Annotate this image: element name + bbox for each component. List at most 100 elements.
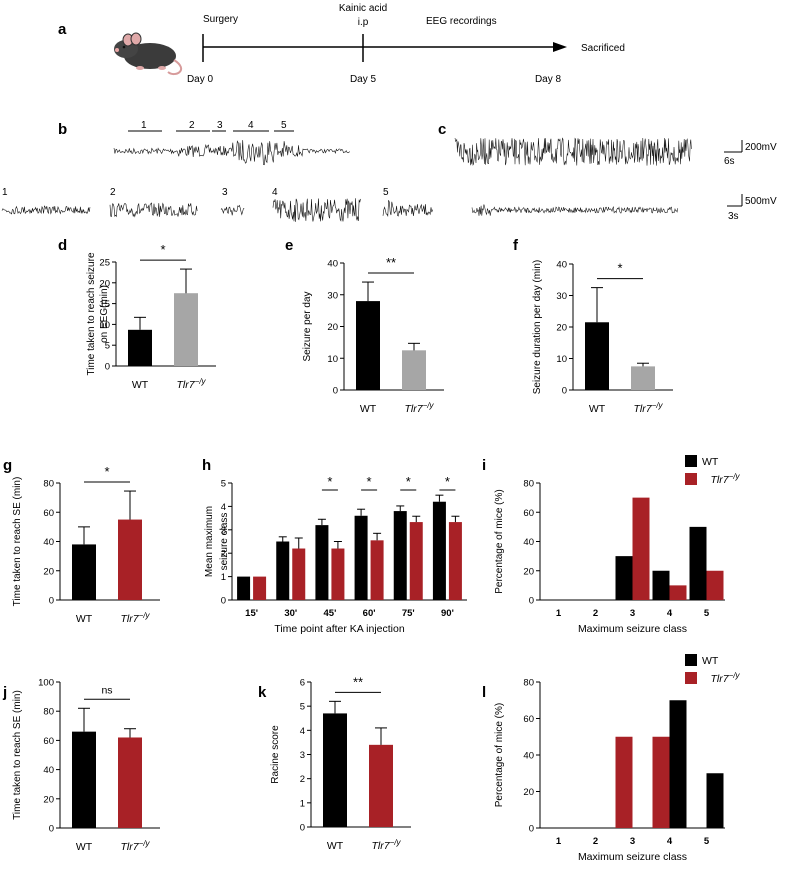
- y-axis-label-g: Time taken to reach SE (min): [12, 477, 23, 607]
- bar-l-0-4: [706, 773, 724, 828]
- sig-mark-k: **: [353, 674, 363, 689]
- y-tick-label-i: 40: [523, 537, 534, 548]
- y-tick-label-k: 0: [300, 823, 305, 834]
- x-label-wt-j: WT: [76, 841, 93, 853]
- x-tick-label-l-3: 4: [667, 836, 673, 847]
- bar-d-1: [174, 293, 198, 366]
- x-label-ko-e: Tlr7−/y: [405, 401, 435, 416]
- y-axis-label-k: Racine score: [270, 725, 281, 784]
- sig-mark-e: **: [386, 255, 396, 270]
- exp-label-3: 3: [222, 187, 228, 198]
- y-tick-label-l: 20: [523, 787, 534, 798]
- y-tick-label-g: 0: [49, 596, 54, 607]
- bar-h-1-2: [331, 548, 345, 600]
- chart-l: 0 20 40 60 80 Percentage of mice (%) 1 2 3 4 5 Maxi…: [494, 654, 740, 863]
- panel-label-d: d: [58, 237, 67, 254]
- y-tick-label-g: 60: [43, 508, 54, 519]
- y-tick-label-e: 0: [333, 386, 338, 397]
- y-tick-label-g: 20: [43, 566, 54, 577]
- legend-label-wt-i: WT: [702, 456, 719, 468]
- y-tick-label-l: 40: [523, 751, 534, 762]
- eeg-seg-5-line: [382, 200, 433, 217]
- y-tick-label-g: 80: [43, 479, 54, 490]
- bar-d-0: [128, 329, 152, 366]
- y-axis-label-i: Percentage of mice (%): [494, 489, 505, 594]
- legend-swatch-wt-l: [685, 654, 697, 666]
- bar-h-0-5: [432, 501, 446, 600]
- time-top-value: 6s: [724, 156, 735, 167]
- sig-mark-d: *: [160, 242, 165, 257]
- x-label-ko-k: Tlr7−/y: [372, 838, 402, 853]
- x-label-ko-j: Tlr7−/y: [121, 839, 151, 854]
- bar-i-0-4: [689, 526, 707, 600]
- label-surgery: Surgery: [203, 14, 238, 25]
- eeg-c-top-line: [454, 137, 692, 166]
- eeg-seg-3-line: [220, 204, 245, 216]
- x-tick-label-h-4: 75': [402, 608, 415, 619]
- y-tick-label-j: 0: [49, 824, 54, 835]
- seg-label-2: 2: [189, 120, 195, 131]
- sig-mark-h-5: *: [445, 474, 450, 489]
- bar-f-1: [631, 366, 655, 390]
- y-tick-label-l: 60: [523, 714, 534, 725]
- panel-label-a: a: [58, 21, 67, 38]
- scale-bottom-value: 500mV: [745, 196, 777, 207]
- y-tick-label-f: 20: [556, 323, 567, 334]
- y-tick-label-d: 10: [99, 320, 110, 331]
- chart-k: 0 1 2 3 4 5 6 Racine score WT Tlr7−/y **: [270, 674, 411, 852]
- panel-label-h: h: [202, 457, 211, 474]
- legend-label-wt-l: WT: [702, 655, 719, 667]
- x-tick-label-h-3: 60': [363, 608, 376, 619]
- bar-l-1-2: [615, 736, 633, 828]
- panel-label-i: i: [482, 457, 486, 474]
- y-tick-label-k: 6: [300, 678, 305, 689]
- y-axis-label-l: Percentage of mice (%): [494, 703, 505, 808]
- y-tick-label-k: 1: [300, 798, 305, 809]
- eeg-seg-4-line: [272, 198, 361, 222]
- y-axis-label-h: Mean maximum: [204, 506, 215, 577]
- legend-label-ko-l: Tlr7−/y: [711, 671, 741, 686]
- bar-e-0: [356, 301, 380, 390]
- x-tick-label-i-0: 1: [556, 608, 562, 619]
- bar-i-0-2: [615, 556, 633, 600]
- scale-bar-bottom: 500mV 3s: [727, 194, 777, 222]
- x-tick-label-h-1: 30': [284, 608, 297, 619]
- x-tick-label-l-0: 1: [556, 836, 562, 847]
- bar-g-1: [118, 519, 142, 600]
- label-kainic-acid: Kainic acid: [339, 3, 387, 14]
- y-tick-label-j: 100: [38, 678, 54, 689]
- chart-f: 0 10 20 30 40 Seizure duration per day (min) W…: [532, 260, 673, 415]
- panel-label-j: j: [2, 684, 7, 701]
- y-tick-label-i: 20: [523, 566, 534, 577]
- y-tick-label-h: 2: [221, 549, 226, 560]
- sig-mark-h-2: *: [327, 474, 332, 489]
- bar-j-1: [118, 737, 142, 828]
- y-tick-label-g: 40: [43, 537, 54, 548]
- eeg-c-bottom-line: [471, 204, 679, 216]
- seg-label-3: 3: [217, 120, 223, 131]
- bar-e-1: [402, 350, 426, 390]
- panel-label-k: k: [258, 684, 267, 701]
- panel-label-b: b: [58, 121, 67, 138]
- chart-h: 0 1 2 3 4 5 Mean maximum seizure class 15' 30' 45'…: [204, 474, 467, 635]
- x-label-wt-f: WT: [589, 403, 606, 415]
- y-tick-label-k: 2: [300, 774, 305, 785]
- sig-mark-j: ns: [101, 684, 112, 696]
- y-tick-label-l: 80: [523, 678, 534, 689]
- y-tick-label-k: 5: [300, 702, 305, 713]
- x-tick-label-l-4: 5: [704, 836, 710, 847]
- x-tick-label-i-4: 5: [704, 608, 710, 619]
- bar-i-0-3: [652, 570, 670, 600]
- time-bottom-value: 3s: [728, 211, 739, 222]
- y-tick-label-h: 4: [221, 502, 226, 513]
- x-tick-label-l-1: 2: [593, 836, 598, 847]
- y-axis-label-f: Seizure duration per day (min): [532, 260, 543, 395]
- y-tick-label-j: 60: [43, 736, 54, 747]
- y-axis-label-e: Seizure per day: [302, 291, 313, 361]
- y-tick-label-l: 0: [529, 824, 534, 835]
- y-tick-label-f: 40: [556, 260, 567, 271]
- bar-h-0-4: [393, 511, 407, 600]
- sig-mark-h-3: *: [367, 474, 372, 489]
